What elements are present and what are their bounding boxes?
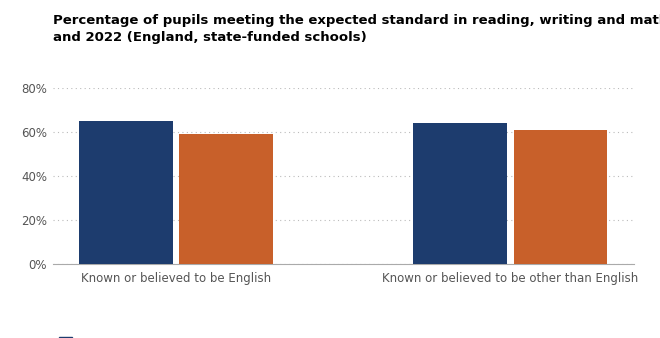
Text: Percentage of pupils meeting the expected standard in reading, writing and maths: Percentage of pupils meeting the expecte… bbox=[53, 14, 660, 44]
Bar bbox=[180, 134, 273, 264]
Bar bbox=[413, 123, 507, 264]
Bar bbox=[79, 121, 173, 264]
Legend: 2019, 2022: 2019, 2022 bbox=[59, 337, 110, 338]
Bar bbox=[513, 129, 607, 264]
